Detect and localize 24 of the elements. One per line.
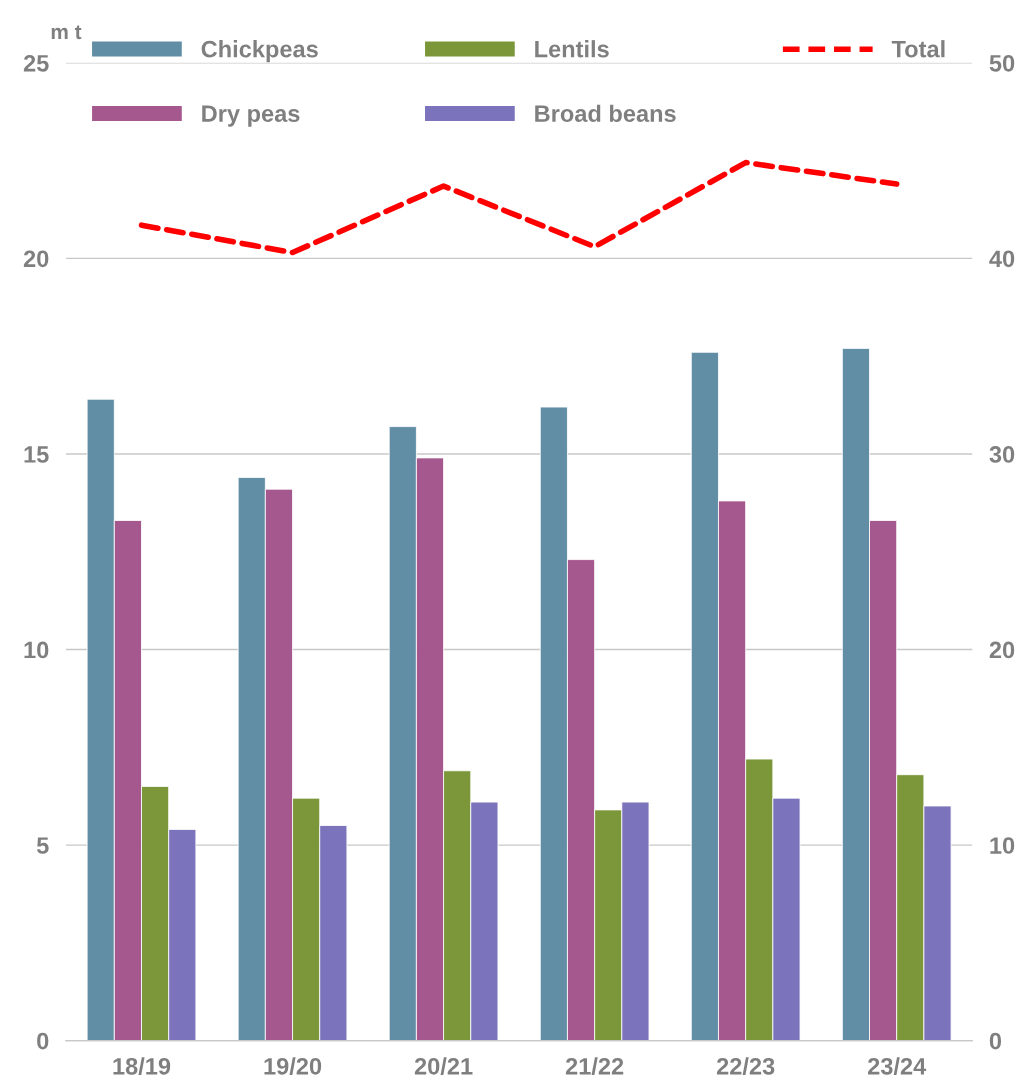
y2-tick-label: 0 xyxy=(989,1032,1002,1050)
y-tick-label: 25 xyxy=(23,54,49,72)
y2-tick-label: 10 xyxy=(990,837,1015,854)
x-tick-label: 20/21 xyxy=(414,1057,473,1075)
y2-tick-label: 40 xyxy=(989,250,1015,268)
x-tick-label: 18/19 xyxy=(113,1057,171,1075)
x-tick-label: 22/23 xyxy=(716,1057,775,1075)
legend-label: Dry peas xyxy=(202,105,300,127)
y-axis-title: m t xyxy=(51,25,82,40)
y2-tick-label: 50 xyxy=(989,54,1015,72)
y-tick-label: 15 xyxy=(24,446,49,463)
y-tick-label: 5 xyxy=(36,837,49,854)
y-tick-label: 10 xyxy=(24,641,49,659)
legend-label: Broad beans xyxy=(535,104,676,122)
y2-tick-label: 20 xyxy=(989,641,1015,659)
y2-tick-label: 30 xyxy=(989,446,1015,463)
x-tick-label: 23/24 xyxy=(867,1057,927,1075)
x-tick-label: 19/20 xyxy=(264,1057,322,1075)
y-tick-label: 20 xyxy=(23,250,49,268)
y-tick-label: 0 xyxy=(37,1032,49,1050)
legend-label: Total xyxy=(891,40,945,58)
legend-label: Lentils xyxy=(535,40,609,58)
x-tick-label: 21/22 xyxy=(565,1057,624,1075)
legend-label: Chickpeas xyxy=(201,40,318,63)
